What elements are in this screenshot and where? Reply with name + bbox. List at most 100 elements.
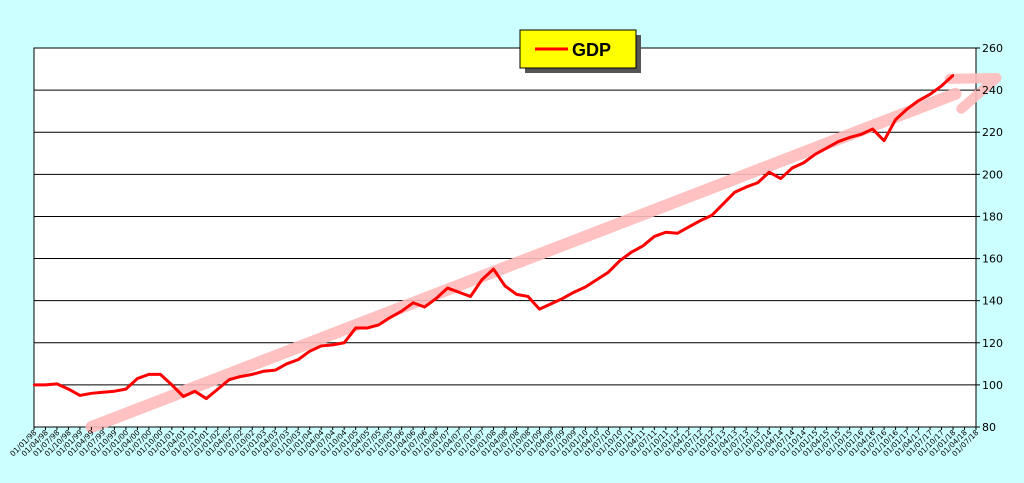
data-point <box>400 309 403 313</box>
y-tick-label: 140 <box>982 295 1003 308</box>
data-point <box>78 394 82 397</box>
data-point <box>676 232 679 235</box>
data-point <box>44 383 47 387</box>
plot-area <box>33 47 977 428</box>
data-point <box>331 343 334 347</box>
data-point <box>607 271 610 274</box>
data-point <box>342 341 346 344</box>
data-point <box>641 244 645 248</box>
data-point <box>136 377 139 380</box>
data-point <box>205 397 208 400</box>
data-point <box>572 291 576 294</box>
data-point <box>802 161 805 164</box>
data-point <box>710 214 713 217</box>
data-point <box>228 378 231 381</box>
data-point <box>882 139 886 142</box>
data-point <box>446 286 449 290</box>
y-tick-label: 120 <box>982 337 1003 350</box>
series-layer <box>32 74 955 401</box>
y-axis-ticks: 80 100 120 140 160 180 200 220 240 260 <box>976 42 1003 434</box>
data-point <box>917 99 920 102</box>
data-point <box>274 368 277 372</box>
data-point <box>193 390 197 393</box>
data-point <box>584 285 587 289</box>
data-point <box>618 259 622 262</box>
trend-arrow <box>85 72 1002 433</box>
data-point <box>55 382 59 386</box>
y-tick-label: 240 <box>982 84 1003 97</box>
y-tick-label: 100 <box>982 379 1003 392</box>
data-point <box>113 390 116 393</box>
gridlines <box>34 89 976 386</box>
data-point <box>377 323 380 327</box>
data-point <box>319 344 323 348</box>
y-tick-label: 180 <box>982 210 1003 223</box>
data-point <box>365 326 369 330</box>
data-point <box>492 267 495 271</box>
trend-arrow-shaft <box>85 87 962 433</box>
data-point <box>503 284 507 288</box>
data-point <box>251 373 254 376</box>
data-point <box>905 107 909 111</box>
legend-label: GDP <box>572 40 611 60</box>
data-point <box>170 383 174 387</box>
data-point <box>859 133 863 136</box>
data-point <box>182 395 185 398</box>
x-axis-ticks: 01/01/9801/04/9801/07/9801/10/9801/01/99… <box>8 427 981 458</box>
data-point <box>813 153 817 156</box>
data-point <box>388 316 392 319</box>
data-point <box>124 387 128 391</box>
data-point <box>90 392 93 395</box>
data-point <box>159 373 162 376</box>
data-point <box>239 375 242 378</box>
data-point <box>871 127 874 131</box>
trend-arrow-head <box>944 72 1002 114</box>
data-point <box>354 326 357 330</box>
data-point <box>595 278 599 281</box>
data-point <box>147 373 151 376</box>
data-point <box>434 297 438 300</box>
data-point <box>928 93 932 96</box>
data-point <box>285 362 288 366</box>
data-point <box>951 74 955 77</box>
data-point <box>790 166 794 170</box>
data-point <box>756 181 759 184</box>
data-point <box>664 231 668 234</box>
data-point <box>836 140 840 143</box>
y-tick-label: 200 <box>982 168 1003 181</box>
y-tick-label: 80 <box>982 421 996 434</box>
data-point <box>308 350 311 353</box>
data-point <box>779 177 782 180</box>
data-point <box>848 136 851 139</box>
data-point <box>101 391 105 394</box>
data-point <box>469 295 472 298</box>
data-point <box>526 295 530 298</box>
data-point <box>768 171 771 174</box>
data-point <box>630 251 633 254</box>
data-point <box>549 302 553 306</box>
data-point <box>457 291 461 294</box>
data-point <box>825 146 828 150</box>
data-point <box>687 225 691 229</box>
data-point <box>297 358 300 361</box>
y-tick-label: 220 <box>982 126 1003 139</box>
data-point <box>561 297 564 300</box>
data-point <box>722 202 725 206</box>
data-point <box>411 301 415 304</box>
legend: GDP <box>519 29 641 73</box>
data-point <box>515 293 518 296</box>
data-point <box>262 370 265 373</box>
data-point <box>733 191 736 194</box>
data-point <box>894 118 897 121</box>
data-point <box>538 307 541 311</box>
data-point <box>940 84 943 88</box>
data-point <box>480 278 484 281</box>
y-tick-label: 160 <box>982 253 1003 266</box>
data-point <box>67 387 70 391</box>
data-point <box>423 305 426 309</box>
data-point <box>216 387 220 391</box>
data-point <box>699 219 702 222</box>
y-tick-label: 260 <box>982 42 1003 55</box>
data-point <box>745 185 748 189</box>
